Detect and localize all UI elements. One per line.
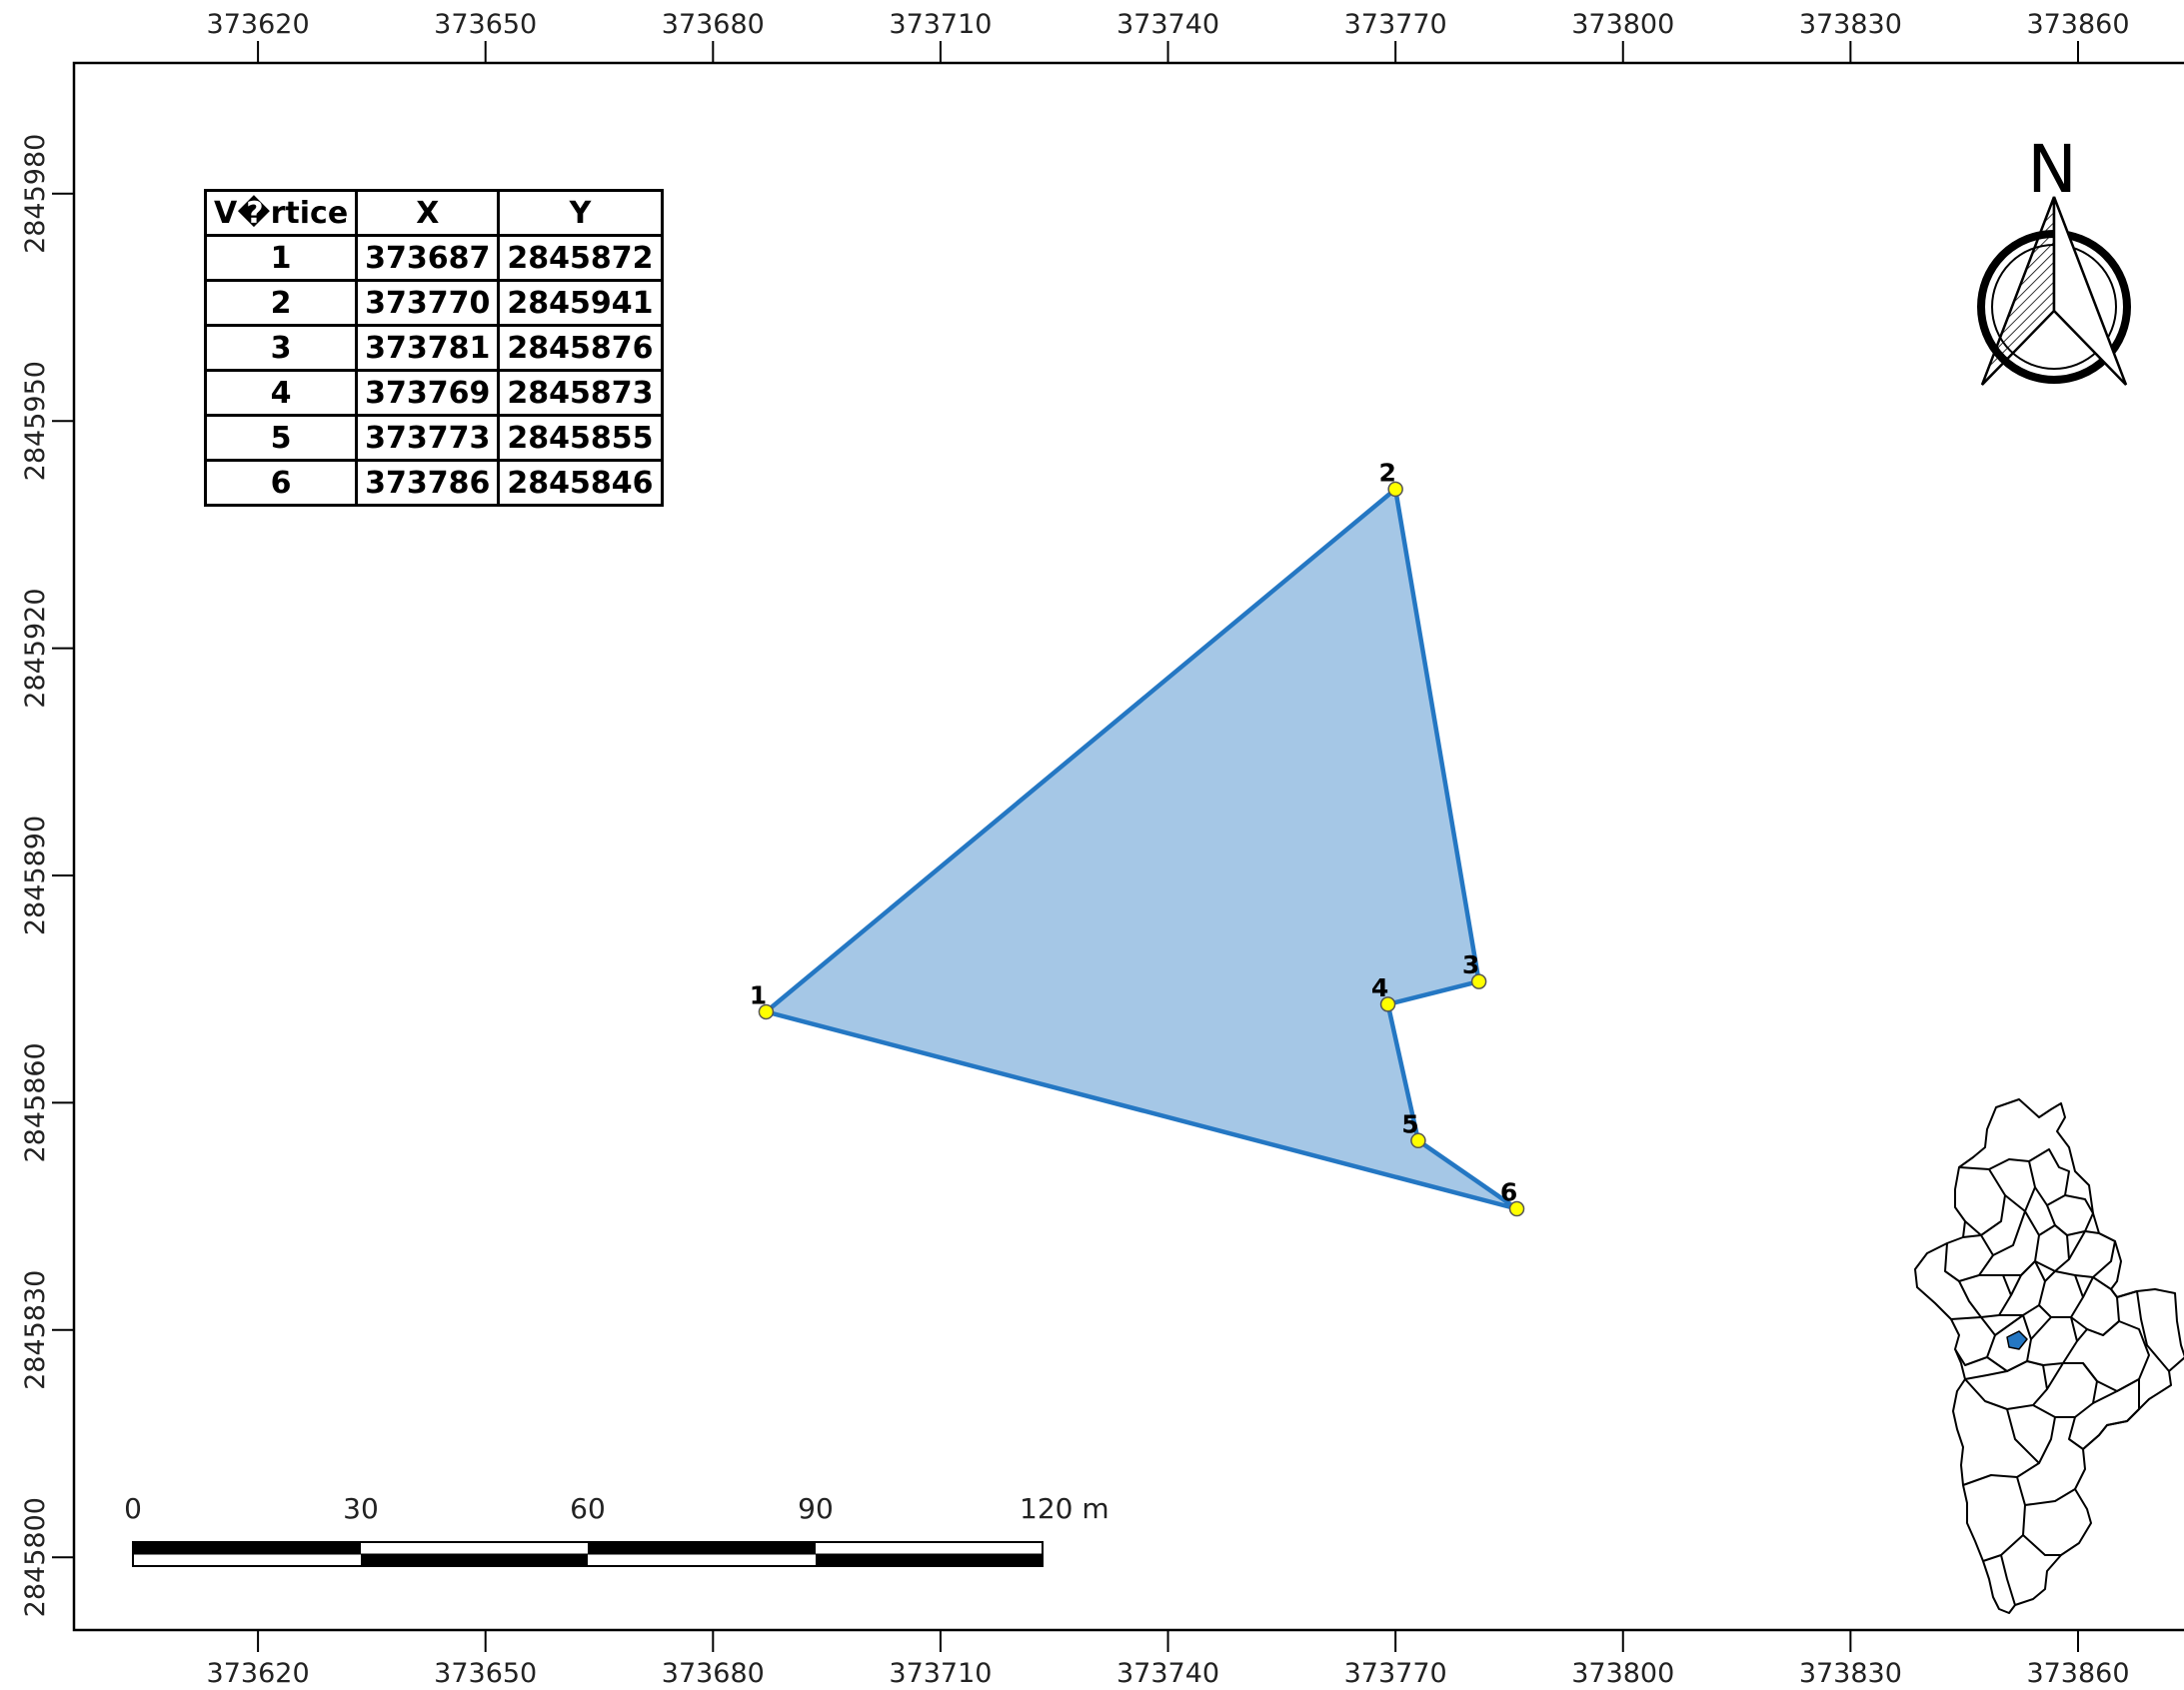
north-label: N	[2027, 131, 2076, 208]
x-cell: 373769	[355, 369, 501, 417]
vertex-label: 4	[1371, 973, 1388, 1002]
y-cell: 2845941	[497, 279, 664, 327]
x-tick-label-top: 373770	[1344, 9, 1447, 40]
x-cell: 373773	[355, 414, 501, 462]
x-tick-label-top: 373680	[662, 9, 765, 40]
vertex-marker	[758, 1003, 775, 1020]
x-tick-label-bottom: 373650	[434, 1658, 537, 1689]
scale-label-60: 60	[570, 1492, 606, 1525]
vertex-label: 1	[750, 980, 767, 1009]
vertex-id-cell: 2	[203, 279, 359, 327]
vertex-marker	[1410, 1132, 1426, 1149]
x-tick-label-bottom: 373770	[1344, 1658, 1447, 1689]
scale-label-0: 0	[124, 1492, 142, 1525]
parcel-polygon	[764, 487, 1519, 1211]
y-tick-label: 2845950	[20, 361, 51, 481]
x-cell: 373770	[355, 279, 501, 327]
y-cell: 2845876	[497, 324, 664, 372]
scale-label-90: 90	[798, 1492, 834, 1525]
table-row: 3 373781 2845876	[203, 324, 664, 372]
vertex-id-cell: 1	[203, 234, 359, 282]
column-header-x: X	[355, 189, 501, 237]
x-tick-label-top: 373800	[1571, 9, 1674, 40]
x-tick-label-top: 373620	[207, 9, 310, 40]
y-tick-label: 2845830	[20, 1270, 51, 1390]
x-tick-label-bottom: 373740	[1116, 1658, 1219, 1689]
vertex-id-cell: 4	[203, 369, 359, 417]
x-tick-label-top: 373710	[889, 9, 992, 40]
x-tick-label-bottom: 373710	[889, 1658, 992, 1689]
x-tick-label-bottom: 373860	[2026, 1658, 2129, 1689]
x-tick-label-bottom: 373620	[207, 1658, 310, 1689]
vertex-marker	[1379, 996, 1396, 1012]
x-tick-label-bottom: 373830	[1799, 1658, 1902, 1689]
y-tick-label: 2845890	[20, 816, 51, 935]
x-cell: 373786	[355, 459, 501, 507]
y-cell: 2845846	[497, 459, 664, 507]
x-tick-label-bottom: 373800	[1571, 1658, 1674, 1689]
table-row: 1 373687 2845872	[203, 234, 664, 282]
vertex-label: 2	[1378, 458, 1395, 487]
column-header-vertex: V�rtice	[203, 189, 359, 237]
vertex-id-cell: 6	[203, 459, 359, 507]
north-arrow-icon: N	[1977, 131, 2131, 386]
table-row: 2 373770 2845941	[203, 279, 664, 327]
table-header-row: V�rtice X Y	[203, 189, 664, 237]
x-tick-label-bottom: 373680	[662, 1658, 765, 1689]
table-row: 5 373773 2845855	[203, 414, 664, 462]
y-tick-label: 2845980	[20, 134, 51, 254]
vertex-label: 3	[1462, 950, 1479, 979]
vertex-marker	[1470, 973, 1487, 989]
vertex-label: 5	[1401, 1109, 1418, 1138]
table-row: 6 373786 2845846	[203, 459, 664, 507]
map-frame	[72, 61, 2184, 1632]
vertex-coordinate-table: V�rtice X Y 1 373687 2845872 2 373770 28…	[203, 189, 664, 507]
y-tick-label: 2845920	[20, 588, 51, 708]
vertex-id-cell: 5	[203, 414, 359, 462]
scale-bar: 0 30 60 90 120 m	[124, 1492, 1109, 1567]
x-cell: 373687	[355, 234, 501, 282]
y-tick-label: 2845800	[20, 1497, 51, 1617]
y-tick-label: 2845860	[20, 1042, 51, 1162]
parcel-polygon-layer: 1 2 3 4 5 6	[750, 458, 1525, 1217]
locator-highlight	[2006, 1330, 2028, 1350]
y-cell: 2845873	[497, 369, 664, 417]
coordinate-grid-ticks: 373620 373620 373650 373650 373680 373680 3737…	[20, 9, 2130, 1689]
table-row: 4 373769 2845873	[203, 369, 664, 417]
x-tick-label-top: 373740	[1116, 9, 1219, 40]
vertex-label: 6	[1500, 1178, 1517, 1207]
locator-map-icon	[1914, 1098, 2184, 1614]
scale-label-30: 30	[343, 1492, 379, 1525]
y-cell: 2845872	[497, 234, 664, 282]
y-cell: 2845855	[497, 414, 664, 462]
vertex-marker	[1508, 1200, 1525, 1217]
column-header-y: Y	[497, 189, 664, 237]
vertex-marker	[1387, 481, 1403, 498]
x-tick-label-top: 373860	[2026, 9, 2129, 40]
x-tick-label-top: 373830	[1799, 9, 1902, 40]
vertex-id-cell: 3	[203, 324, 359, 372]
x-cell: 373781	[355, 324, 501, 372]
x-tick-label-top: 373650	[434, 9, 537, 40]
scale-label-120: 120 m	[1020, 1492, 1109, 1525]
